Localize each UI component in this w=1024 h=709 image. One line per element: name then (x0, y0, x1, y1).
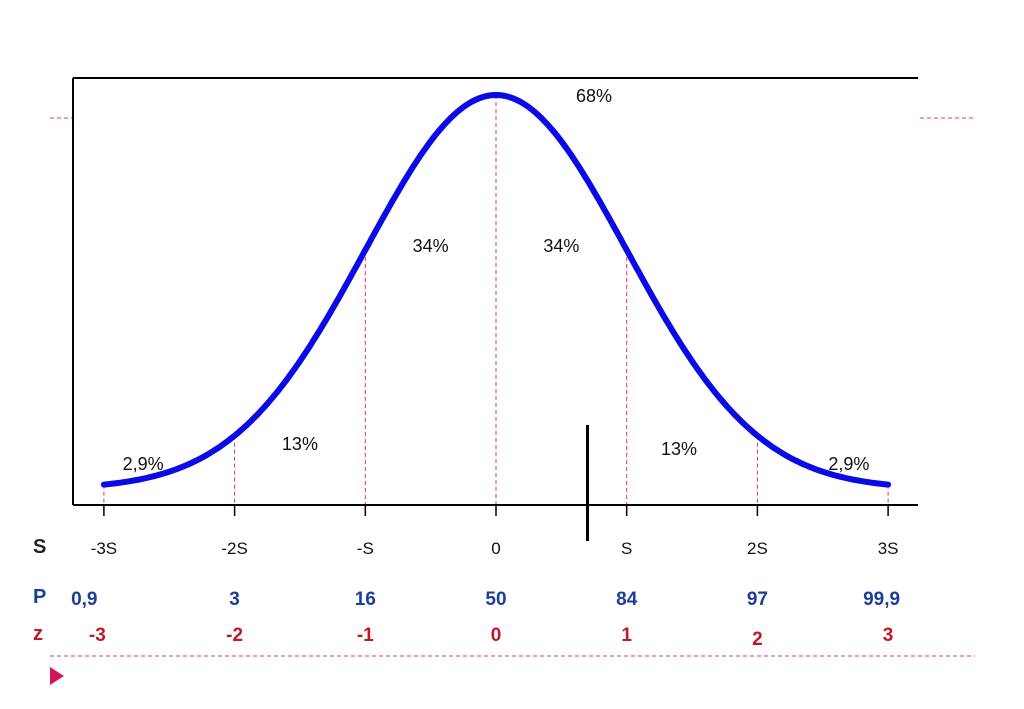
p-value: 0,9 (71, 589, 97, 610)
x-tick-label: 0 (491, 539, 500, 558)
z-value: 3 (883, 625, 894, 646)
p-value: 3 (229, 589, 240, 610)
z-value: 2 (752, 629, 763, 650)
region-label: 13% (661, 439, 697, 459)
region-label: 34% (543, 236, 579, 256)
z-value: -3 (89, 625, 106, 646)
x-tick-label: -S (357, 539, 374, 558)
p-value: 84 (616, 589, 638, 610)
z-value: -2 (226, 625, 243, 646)
z-value: 1 (621, 625, 632, 646)
z-value: -1 (357, 625, 374, 646)
region-label: 34% (413, 236, 449, 256)
p-value: 99,9 (863, 589, 900, 610)
p-row-label: P (33, 586, 46, 608)
p-value: 97 (747, 589, 768, 610)
guide-lines (50, 95, 975, 657)
region-label: 68% (576, 86, 612, 106)
next-arrow-icon[interactable] (50, 667, 64, 685)
region-label: 2,9% (123, 454, 164, 474)
x-axis: -3S -2S -S 0 S 2S 3S (91, 505, 899, 558)
x-tick-label: 2S (747, 539, 768, 558)
bell-curve (100, 92, 892, 488)
p-value: 50 (485, 589, 506, 610)
z-row-label: z (33, 623, 43, 645)
s-row-label: S (33, 536, 46, 558)
x-tick-label: 3S (878, 539, 899, 558)
x-tick-label: S (621, 539, 632, 558)
region-label: 2,9% (828, 454, 869, 474)
region-labels: 68% 34% 34% 13% 13% 2,9% 2,9% (123, 86, 870, 474)
region-label: 13% (282, 434, 318, 454)
x-tick-label: -2S (221, 539, 247, 558)
z-value: 0 (491, 625, 502, 646)
x-tick-label: -3S (91, 539, 117, 558)
curve-layer (100, 92, 892, 541)
p-value: 16 (355, 589, 376, 610)
scale-rows: S Pz 0,9 3 16 50 84 97 99,9 -3 -2 -1 0 1 2 3 (33, 536, 900, 650)
